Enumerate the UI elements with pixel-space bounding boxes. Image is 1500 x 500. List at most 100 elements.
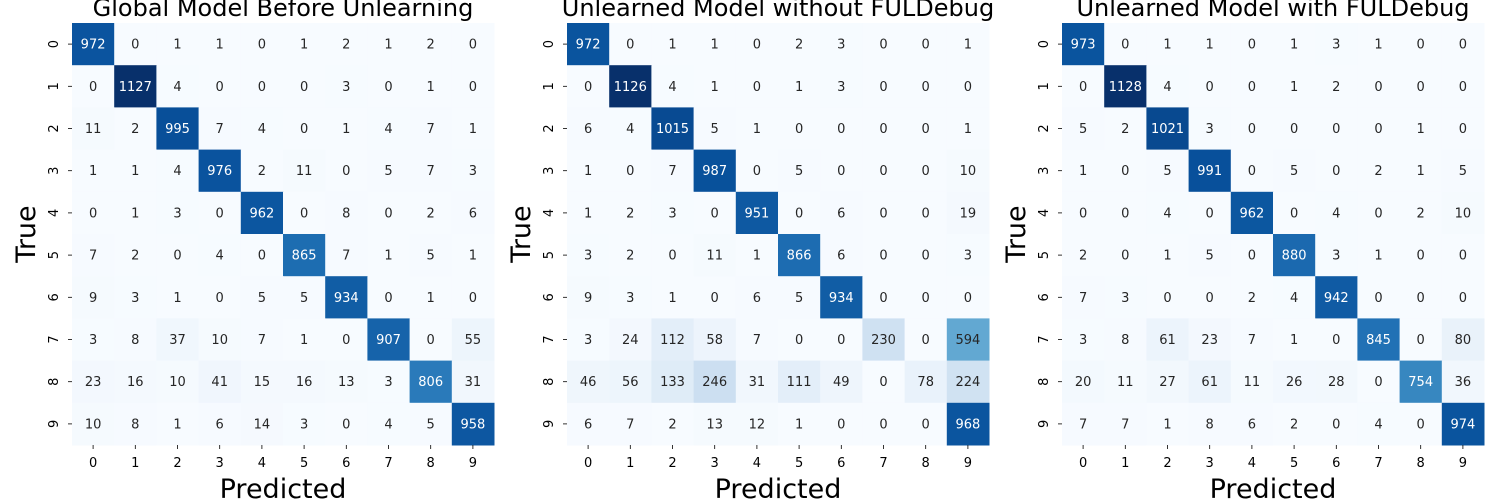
x-axis-label: Predicted: [220, 474, 347, 500]
cell-value-r9-c5: 2: [1290, 417, 1298, 432]
heatmap-cell-r4-c2: [651, 191, 695, 235]
cell-value-r5-c2: 0: [173, 249, 181, 264]
heatmap-cell-r2-c6: [820, 107, 863, 151]
heatmap-cell-r6-c5: [283, 276, 326, 319]
heatmap-cell-r8-c7: [1357, 360, 1401, 404]
heatmap-cell-r4-c2: [156, 191, 200, 235]
cell-value-r5-c4: 0: [258, 249, 266, 264]
heatmap-cell-r7-c2: [1146, 318, 1190, 362]
cell-value-r0-c2: 1: [668, 38, 676, 53]
heatmap-cell-r9-c3: [1188, 402, 1232, 446]
cell-value-r0-c6: 3: [1332, 38, 1340, 53]
heatmap-cell-r5-c8: [1399, 234, 1443, 277]
heatmap-cell-r5-c5: [283, 234, 326, 277]
heatmap-cell-r7-c0: [567, 318, 610, 362]
heatmap-cell-r6-c8: [904, 276, 948, 319]
heatmap-cell-r6-c1: [609, 276, 652, 319]
heatmap-cell-r2-c5: [1273, 107, 1316, 151]
cell-value-r3-c8: 0: [922, 164, 930, 179]
cell-value-r8-c9: 224: [955, 375, 980, 390]
cell-value-r9-c0: 6: [584, 417, 592, 432]
cell-value-r2-c4: 4: [258, 122, 266, 137]
heatmap-cell-r6-c5: [1273, 276, 1316, 319]
heatmap-cell-r3-c6: [1315, 149, 1358, 193]
cell-value-r3-c6: 0: [1332, 164, 1340, 179]
cell-value-r9-c9: 974: [1450, 417, 1475, 432]
heatmap-cell-r0-c8: [409, 23, 453, 66]
cell-value-r8-c1: 16: [127, 375, 144, 390]
heatmap-cell-r5-c1: [609, 234, 652, 277]
cell-value-r3-c5: 11: [296, 164, 313, 179]
heatmap-cell-r1-c5: [1273, 65, 1316, 108]
heatmap-cell-r1-c4: [735, 65, 779, 108]
heatmap-cell-r7-c9: [451, 318, 495, 362]
heatmap-cell-r6-c0: [1062, 276, 1105, 319]
cell-value-r1-c6: 3: [342, 80, 350, 95]
heatmap-cell-r8-c5: [283, 360, 326, 404]
cell-value-r3-c9: 10: [960, 164, 977, 179]
heatmap-cell-r7-c4: [1230, 318, 1274, 362]
heatmap-cell-r5-c7: [862, 234, 906, 277]
cell-value-r5-c8: 5: [427, 249, 435, 264]
cell-value-r3-c7: 0: [879, 164, 887, 179]
heatmap-cell-r2-c6: [1315, 107, 1358, 151]
heatmap-cell-r1-c1: [1104, 65, 1147, 108]
cell-value-r1-c2: 4: [1163, 80, 1171, 95]
cell-value-r8-c1: 11: [1117, 375, 1134, 390]
heatmap-cell-r5-c6: [1315, 234, 1358, 277]
cell-value-r0-c0: 972: [81, 38, 106, 53]
heatmap-cell-r8-c4: [1230, 360, 1274, 404]
heatmap-cell-r8-c7: [367, 360, 411, 404]
cell-value-r2-c7: 0: [879, 122, 887, 137]
heatmap-cell-r3-c4: [240, 149, 284, 193]
heatmap-cell-r1-c8: [1399, 65, 1443, 108]
cell-value-r5-c5: 866: [787, 249, 812, 264]
heatmap-cell-r2-c8: [904, 107, 948, 151]
heatmap-cell-r2-c2: [156, 107, 200, 151]
cell-value-r3-c2: 7: [668, 164, 676, 179]
y-tick-label: 7: [542, 335, 557, 343]
cell-value-r1-c3: 0: [216, 80, 224, 95]
cell-value-r7-c1: 24: [622, 333, 639, 348]
cell-value-r5-c0: 2: [1079, 249, 1087, 264]
cell-value-r1-c3: 1: [711, 80, 719, 95]
heatmap-cell-r2-c9: [451, 107, 495, 151]
cell-value-r1-c7: 0: [384, 80, 392, 95]
heatmap-cell-r8-c4: [735, 360, 779, 404]
heatmap-cell-r0-c0: [72, 23, 115, 66]
cell-value-r6-c7: 0: [879, 291, 887, 306]
heatmap-cell-r9-c5: [1273, 402, 1316, 446]
cell-value-r4-c1: 2: [626, 206, 634, 221]
cell-value-r8-c8: 754: [1408, 375, 1433, 390]
cell-value-r8-c6: 49: [833, 375, 850, 390]
heatmap-cell-r3-c0: [1062, 149, 1105, 193]
heatmap-cell-r7-c7: [862, 318, 906, 362]
cell-value-r1-c0: 0: [584, 80, 592, 95]
cell-value-r5-c6: 3: [1332, 249, 1340, 264]
cell-value-r9-c2: 1: [173, 417, 181, 432]
y-tick-label: 0: [1037, 40, 1052, 48]
cell-value-r9-c0: 10: [85, 417, 102, 432]
heatmap-cell-r8-c5: [1273, 360, 1316, 404]
heatmap-cell-r1-c1: [609, 65, 652, 108]
x-tick-label: 3: [711, 456, 719, 471]
cell-value-r9-c2: 1: [1163, 417, 1171, 432]
heatmap-cell-r3-c7: [862, 149, 906, 193]
heatmap-cell-r7-c9: [1441, 318, 1485, 362]
cell-value-r6-c2: 0: [1163, 291, 1171, 306]
heatmap-cell-r6-c3: [198, 276, 242, 319]
cell-value-r3-c1: 0: [1121, 164, 1129, 179]
cell-value-r5-c1: 2: [626, 249, 634, 264]
heatmap-cell-r1-c9: [451, 65, 495, 108]
cell-value-r7-c2: 37: [169, 333, 186, 348]
cell-value-r1-c6: 3: [837, 80, 845, 95]
heatmap-cell-r7-c0: [1062, 318, 1105, 362]
heatmap-cell-r8-c0: [567, 360, 610, 404]
heatmap-cell-r6-c4: [240, 276, 284, 319]
heatmap-cell-r2-c3: [1188, 107, 1232, 151]
heatmap-cell-r1-c0: [567, 65, 610, 108]
heatmap-cell-r0-c5: [1273, 23, 1316, 66]
cell-value-r4-c3: 0: [1206, 206, 1214, 221]
cell-value-r7-c6: 0: [837, 333, 845, 348]
cell-value-r9-c1: 7: [626, 417, 634, 432]
